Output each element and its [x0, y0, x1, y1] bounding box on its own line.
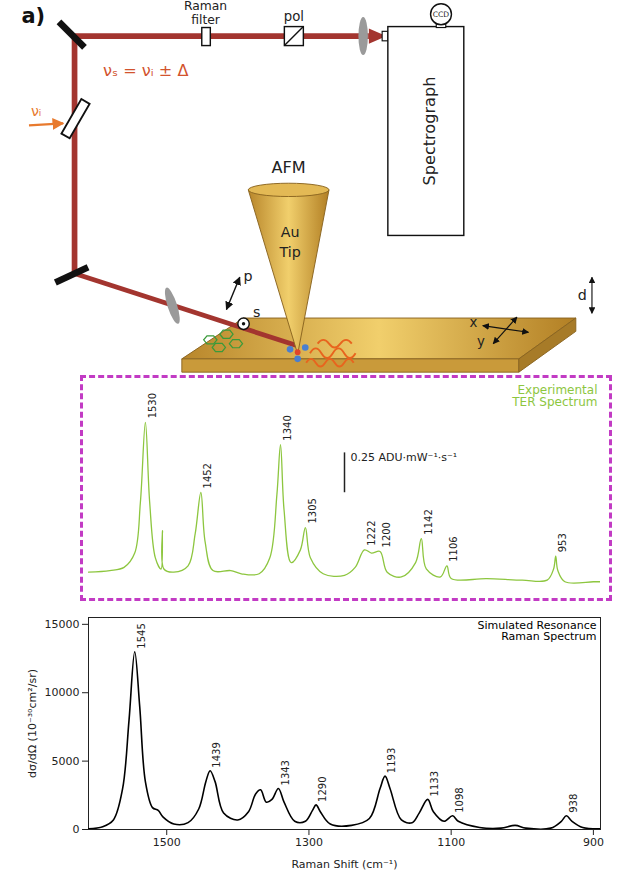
svg-text:CCD: CCD — [433, 10, 450, 19]
svg-text:Raman: Raman — [184, 0, 227, 13]
svg-text:p: p — [244, 268, 253, 284]
svg-text:Raman Shift (cm⁻¹): Raman Shift (cm⁻¹) — [291, 858, 397, 871]
svg-text:ExperimentalTER Spectrum: ExperimentalTER Spectrum — [511, 383, 597, 409]
svg-text:1340: 1340 — [282, 415, 293, 440]
svg-text:1098: 1098 — [454, 787, 465, 812]
svg-text:pol: pol — [284, 9, 304, 24]
svg-text:filter: filter — [191, 13, 221, 27]
svg-text:1545: 1545 — [136, 623, 147, 648]
svg-text:1100: 1100 — [437, 836, 465, 849]
svg-text:1305: 1305 — [307, 498, 318, 523]
svg-text:1300: 1300 — [295, 836, 323, 849]
svg-text:938: 938 — [568, 794, 579, 813]
svg-text:x: x — [469, 315, 477, 330]
svg-text:1142: 1142 — [423, 509, 434, 534]
svg-text:5000: 5000 — [52, 755, 80, 768]
svg-text:a): a) — [21, 4, 45, 28]
svg-text:1500: 1500 — [153, 836, 181, 849]
svg-text:Spectrograph: Spectrograph — [420, 77, 439, 186]
svg-text:AFM: AFM — [272, 158, 306, 177]
svg-text:1222: 1222 — [366, 520, 377, 545]
svg-text:1439: 1439 — [211, 742, 222, 767]
svg-text:1452: 1452 — [202, 463, 213, 488]
svg-text:15000: 15000 — [45, 618, 80, 631]
svg-text:Au: Au — [281, 224, 300, 240]
svg-text:10000: 10000 — [45, 686, 80, 699]
svg-text:900: 900 — [583, 836, 604, 849]
svg-text:s: s — [253, 304, 260, 320]
svg-text:1343: 1343 — [280, 760, 291, 785]
svg-text:1530: 1530 — [147, 393, 158, 418]
svg-text:1106: 1106 — [448, 536, 459, 561]
svg-text:νₛ = νᵢ ± Δ: νₛ = νᵢ ± Δ — [103, 61, 188, 80]
svg-text:dσ/dΩ (10⁻³⁰cm²/sr): dσ/dΩ (10⁻³⁰cm²/sr) — [26, 669, 39, 778]
svg-text:d: d — [578, 287, 587, 303]
svg-text:νᵢ: νᵢ — [31, 103, 41, 119]
svg-text:1200: 1200 — [381, 522, 392, 547]
svg-text:Tip: Tip — [278, 244, 300, 260]
svg-text:1193: 1193 — [386, 748, 397, 773]
svg-text:953: 953 — [557, 533, 568, 552]
svg-text:Simulated ResonanceRaman Spect: Simulated ResonanceRaman Spectrum — [478, 619, 597, 643]
svg-text:1290: 1290 — [317, 776, 328, 801]
svg-text:0: 0 — [73, 823, 80, 836]
svg-text:1133: 1133 — [429, 771, 440, 796]
svg-text:y: y — [477, 334, 485, 349]
svg-text:0.25 ADU·mW⁻¹·s⁻¹: 0.25 ADU·mW⁻¹·s⁻¹ — [351, 451, 458, 464]
